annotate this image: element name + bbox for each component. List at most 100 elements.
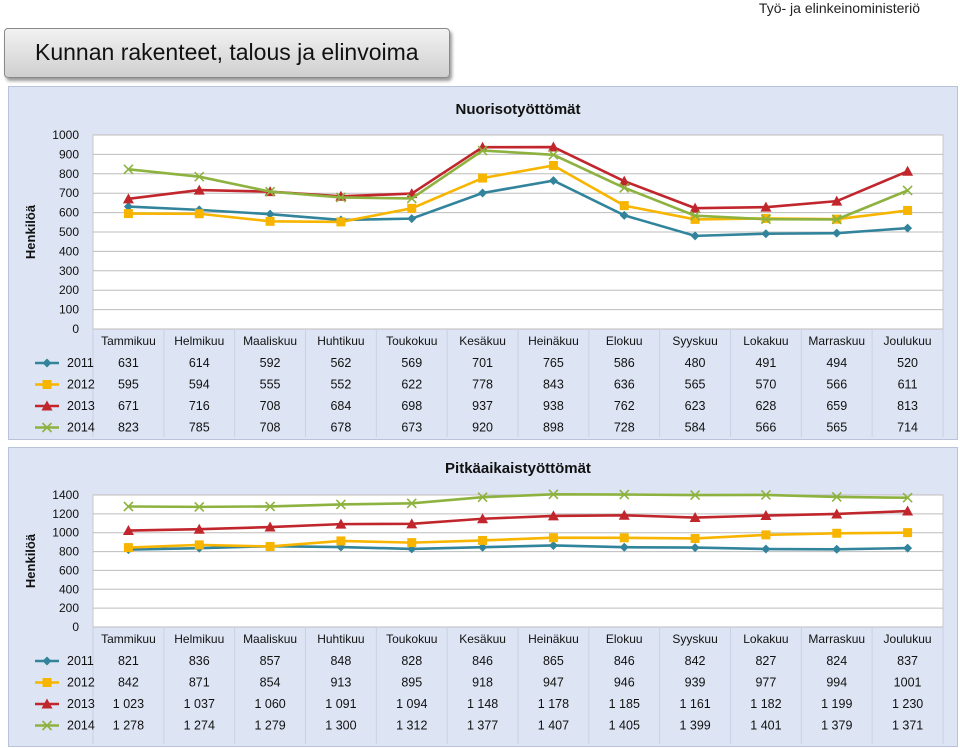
- x-tick-label: Joulukuu: [884, 334, 932, 348]
- data-point: [902, 505, 914, 516]
- data-point: [831, 491, 842, 503]
- data-point: [831, 508, 843, 519]
- data-point: [407, 544, 417, 554]
- data-label: 1 379: [821, 719, 852, 733]
- x-tick-label: Lokakuu: [743, 334, 788, 348]
- data-label: 1 407: [538, 719, 569, 733]
- data-point: [265, 186, 276, 197]
- data-label: 594: [189, 378, 210, 392]
- data-point: [123, 164, 134, 175]
- legend-marker: [42, 358, 52, 368]
- y-tick-label: 1000: [52, 526, 79, 540]
- data-point: [193, 184, 205, 195]
- data-label: 622: [401, 378, 422, 392]
- data-point: [193, 523, 205, 534]
- y-tick-label: 0: [72, 322, 79, 336]
- data-point: [547, 510, 559, 521]
- x-tick-label: Elokuu: [606, 334, 643, 348]
- y-tick-label: 700: [59, 186, 79, 200]
- data-label: 659: [826, 399, 847, 413]
- y-tick-label: 1400: [52, 488, 79, 502]
- data-point: [406, 193, 417, 204]
- data-point: [831, 195, 843, 206]
- data-point: [548, 489, 559, 500]
- data-label: 714: [897, 421, 918, 435]
- data-label: 1 371: [892, 719, 923, 733]
- data-label: 623: [685, 399, 706, 413]
- data-label: 977: [755, 676, 776, 690]
- legend-label: 2014: [67, 719, 95, 733]
- data-label: 701: [472, 356, 493, 370]
- data-label: 827: [755, 654, 776, 668]
- series-2011: [123, 176, 913, 241]
- data-label: 592: [260, 356, 281, 370]
- legend-key-2011: [35, 358, 59, 368]
- data-label: 821: [118, 654, 139, 668]
- y-axis-label: Henkilöä: [23, 204, 38, 259]
- legend-marker: [42, 678, 52, 687]
- data-label: 1 185: [609, 697, 640, 711]
- data-label: 716: [189, 399, 210, 413]
- data-label: 708: [260, 399, 281, 413]
- data-label: 1 399: [679, 719, 710, 733]
- data-point: [761, 544, 771, 554]
- data-label: 671: [118, 399, 139, 413]
- data-label: 913: [330, 676, 351, 690]
- legend-key-2011: [35, 656, 59, 666]
- data-point: [477, 141, 489, 152]
- data-point: [194, 209, 204, 219]
- data-point: [903, 223, 913, 233]
- chart-panel-long-term-unemployment: Pitkäaikaistyöttömät Henkilöä 0 200 400 600 80…: [8, 447, 958, 747]
- data-label: 569: [401, 356, 422, 370]
- legend-key-2012: [35, 678, 59, 687]
- data-label: 828: [401, 654, 422, 668]
- data-point: [335, 499, 346, 510]
- data-label: 636: [614, 378, 635, 392]
- data-point: [123, 501, 134, 512]
- data-point: [336, 217, 346, 227]
- data-label: 678: [330, 421, 351, 435]
- marker-stroke: [902, 185, 913, 196]
- data-label: 1 377: [467, 719, 498, 733]
- data-label: 854: [260, 676, 281, 690]
- marker-stroke: [477, 492, 488, 503]
- data-point: [548, 533, 558, 543]
- data-point: [264, 521, 276, 532]
- data-label: 938: [543, 399, 564, 413]
- marker-stroke: [831, 214, 842, 225]
- data-label: 1 278: [113, 719, 144, 733]
- data-label: 1 182: [750, 697, 781, 711]
- data-point: [548, 160, 558, 170]
- data-point: [336, 536, 346, 546]
- data-point: [194, 171, 205, 182]
- data-point: [902, 492, 913, 503]
- data-label: 1 148: [467, 697, 498, 711]
- data-point: [123, 202, 133, 212]
- data-label: 480: [685, 356, 706, 370]
- data-point: [761, 530, 771, 540]
- data-point: [407, 538, 417, 548]
- data-point: [478, 188, 488, 198]
- data-point: [619, 182, 630, 193]
- data-label: 836: [189, 654, 210, 668]
- marker-stroke: [265, 501, 276, 512]
- legend-label: 2013: [67, 697, 95, 711]
- series-line-2013: [128, 509, 908, 532]
- legend-marker: [41, 400, 53, 411]
- x-tick-label: Lokakuu: [743, 632, 788, 646]
- data-label: 846: [472, 654, 493, 668]
- data-label: 1 094: [396, 697, 427, 711]
- x-tick-label: Maaliskuu: [243, 632, 297, 646]
- legend-marker: [42, 380, 52, 389]
- data-point: [548, 540, 558, 550]
- legend-label: 2013: [67, 399, 95, 413]
- data-point: [478, 542, 488, 552]
- marker-stroke: [690, 210, 701, 221]
- data-label: 566: [826, 378, 847, 392]
- legend-label: 2014: [67, 421, 95, 435]
- data-label: 584: [685, 421, 706, 435]
- data-label: 1 279: [254, 719, 285, 733]
- data-point: [761, 229, 771, 239]
- data-point: [831, 214, 842, 225]
- data-label: 778: [472, 378, 493, 392]
